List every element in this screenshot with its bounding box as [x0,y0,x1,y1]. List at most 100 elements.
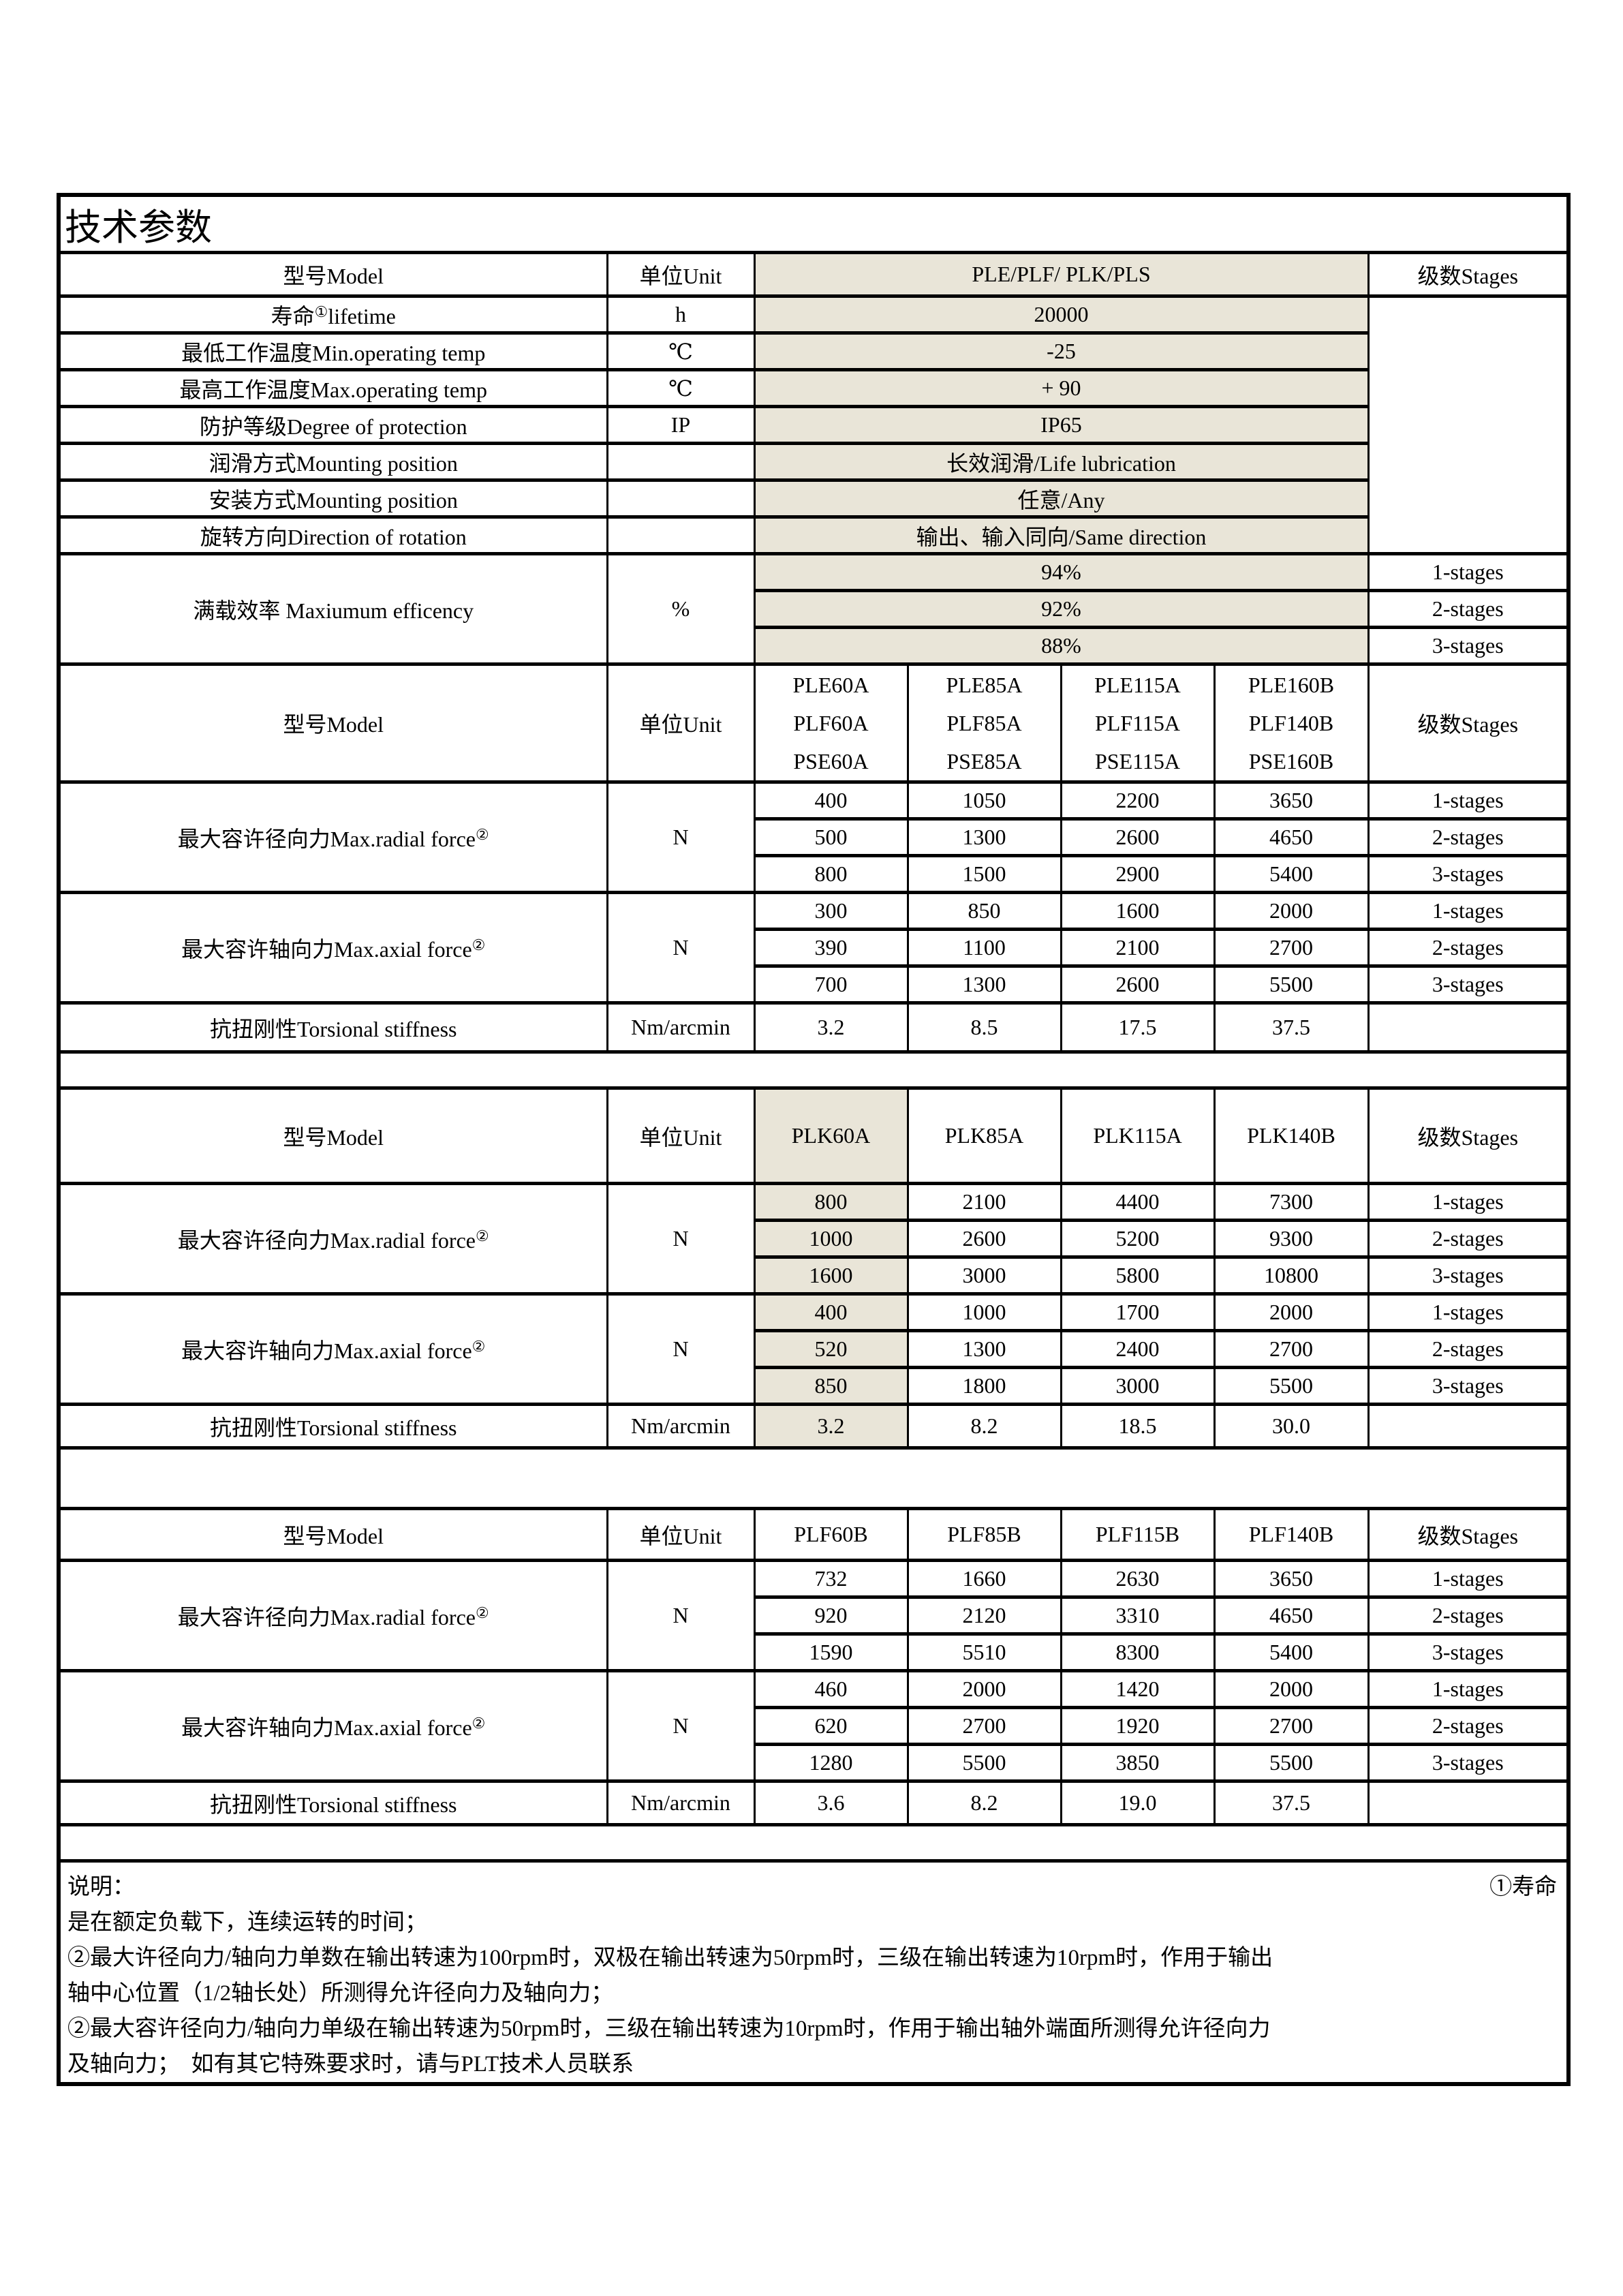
value-cell: 37.5 [1213,1779,1370,1826]
value-cell: 1590 [753,1632,909,1672]
unit-cell: Nm/arcmin [606,1779,756,1826]
value-cell: 1660 [906,1559,1062,1599]
stage-cell: 1-stages [1367,552,1570,592]
table-row: 型号Model 单位Unit PLE/PLF/ PLK/PLS 级数Stages [57,251,1570,298]
value-cell: 1050 [906,780,1062,821]
value-cell: 800 [753,854,909,894]
row-label: 寿命①lifetime [57,294,608,335]
value-cell: 5500 [1213,1366,1370,1406]
spacer-row [59,1823,1569,1863]
column-header-model: 型号Model [57,1086,608,1185]
table-row: 最高工作温度Max.operating temp ℃ + 90 [57,368,1568,408]
stage-cell: 2-stages [1367,1595,1570,1636]
value-cell: 5400 [1213,854,1370,894]
value-cell: 2000 [1213,1669,1370,1709]
stage-cell: 2-stages [1367,589,1570,629]
value-cell: 8.2 [906,1403,1062,1450]
notes-line: ②最大容许径向力/轴向力单级在输出转速为50rpm时，三级在输出转速为10rpm… [67,2017,1271,2041]
column-header-unit: 单位Unit [606,1086,756,1185]
table-row: 1590 5510 8300 5400 3-stages [59,1632,1570,1672]
notes-line: 及轴向力； 如有其它特殊要求时，请与PLT技术人员联系 [67,2052,634,2077]
superscript-mark: ② [472,1714,486,1732]
notes-label: 说明： [67,1875,135,1899]
table-row: 700 1300 2600 5500 3-stages [59,964,1570,1005]
row-label: 最低工作温度Min.operating temp [57,331,608,371]
row-label: 抗扭刚性Torsional stiffness [57,1403,608,1450]
value-cell: 2100 [1060,928,1216,968]
table-row: 最大容许径向力Max.radial force② N 732 1660 2630… [57,1559,1570,1672]
superscript-mark: ① [314,303,328,320]
superscript-mark: ② [472,1337,486,1355]
value-cell: 1700 [1060,1292,1216,1332]
model-header: PLE60A PLF60A PSE60A [753,662,909,784]
superscript-mark: ② [476,825,489,843]
value-cell: 2700 [1213,1706,1370,1746]
stage-cell: 2-stages [1367,817,1570,857]
value-cell: + 90 [753,368,1370,408]
value-cell: 3850 [1060,1743,1216,1783]
stage-cell: 2-stages [1367,928,1570,968]
spacer-cell [59,1446,1569,1510]
unit-cell: ℃ [606,368,756,408]
table-row: 满载效率 Maxiumum efficency % 94% 1-stages [57,552,1570,666]
table-row: 850 1800 3000 5500 3-stages [59,1366,1570,1406]
model-header: PLK140B [1213,1086,1370,1185]
notes-line: 是在额定负载下，连续运转的时间； [67,1910,427,1935]
table-row: 390 1100 2100 2700 2-stages [59,928,1570,968]
spacer-row [59,1446,1569,1510]
value-cell: 5500 [1213,1743,1370,1783]
value-cell: 3650 [1213,780,1370,821]
label-text: 最大容许径向力Max.radial force [177,1604,476,1629]
value-cell: 2700 [1213,1329,1370,1369]
table-row: 抗扭刚性Torsional stiffness Nm/arcmin 3.2 8.… [57,1001,1570,1054]
value-cell: 5800 [1060,1255,1216,1296]
row-label: 润滑方式Mounting position [57,442,608,482]
stage-cell: 3-stages [1367,1366,1570,1406]
table-row: 寿命①lifetime h 20000 [57,294,1570,555]
stage-cell: 1-stages [1367,780,1570,821]
value-cell: 18.5 [1060,1403,1216,1450]
stage-cell: 3-stages [1367,1632,1570,1672]
value-cell: 8300 [1060,1632,1216,1672]
value-cell: 30.0 [1213,1403,1370,1450]
value-cell: 1100 [906,928,1062,968]
stages-empty-cell [1367,1001,1570,1054]
column-header-model: 型号Model [57,1507,608,1562]
value-cell: 300 [753,891,909,931]
value-cell: 37.5 [1213,1001,1370,1054]
label-text: 最大容许径向力Max.radial force [177,1227,476,1253]
value-cell: 8.2 [906,1779,1062,1826]
value-cell: 2200 [1060,780,1216,821]
label-text: 旋转方向Direction of rotation [200,524,467,549]
value-cell: 2630 [1060,1559,1216,1599]
value-cell: 1500 [906,854,1062,894]
model-name: PSE160B [1248,749,1334,774]
value-cell: 1000 [753,1219,909,1259]
column-header-stages: 级数Stages [1367,1086,1570,1185]
row-label: 最大容许径向力Max.radial force② [57,1559,608,1672]
value-cell: 3310 [1060,1595,1216,1636]
model-header: PLF140B [1213,1507,1370,1562]
stage-cell: 2-stages [1367,1706,1570,1746]
value-cell: 850 [753,1366,909,1406]
value-cell: 任意/Any [753,478,1370,519]
table-row: 润滑方式Mounting position 长效润滑/Life lubricat… [57,442,1568,482]
model-name: PLF60A [793,711,869,735]
value-cell: 1920 [1060,1706,1216,1746]
value-cell: 2000 [906,1669,1062,1709]
value-cell: 4650 [1213,817,1370,857]
model-header: PLE85A PLF85A PSE85A [906,662,1062,784]
column-header-unit: 单位Unit [606,662,756,784]
unit-cell: Nm/arcmin [606,1403,756,1450]
value-cell: 1280 [753,1743,909,1783]
value-cell: 3.2 [753,1403,909,1450]
value-cell: 5510 [906,1632,1062,1672]
table-row: 防护等级Degree of protection IP IP65 [57,405,1568,445]
column-header-unit: 单位Unit [606,251,756,298]
spec-sheet: 技术参数 型号Model 单位Unit PLE/PLF/ PLK/PLS 级数S… [57,193,1571,2086]
model-name: PSE85A [946,749,1022,774]
value-cell: 800 [753,1182,909,1222]
model-header: PLF115B [1060,1507,1216,1562]
superscript-mark: ② [476,1604,489,1621]
value-cell: 500 [753,817,909,857]
